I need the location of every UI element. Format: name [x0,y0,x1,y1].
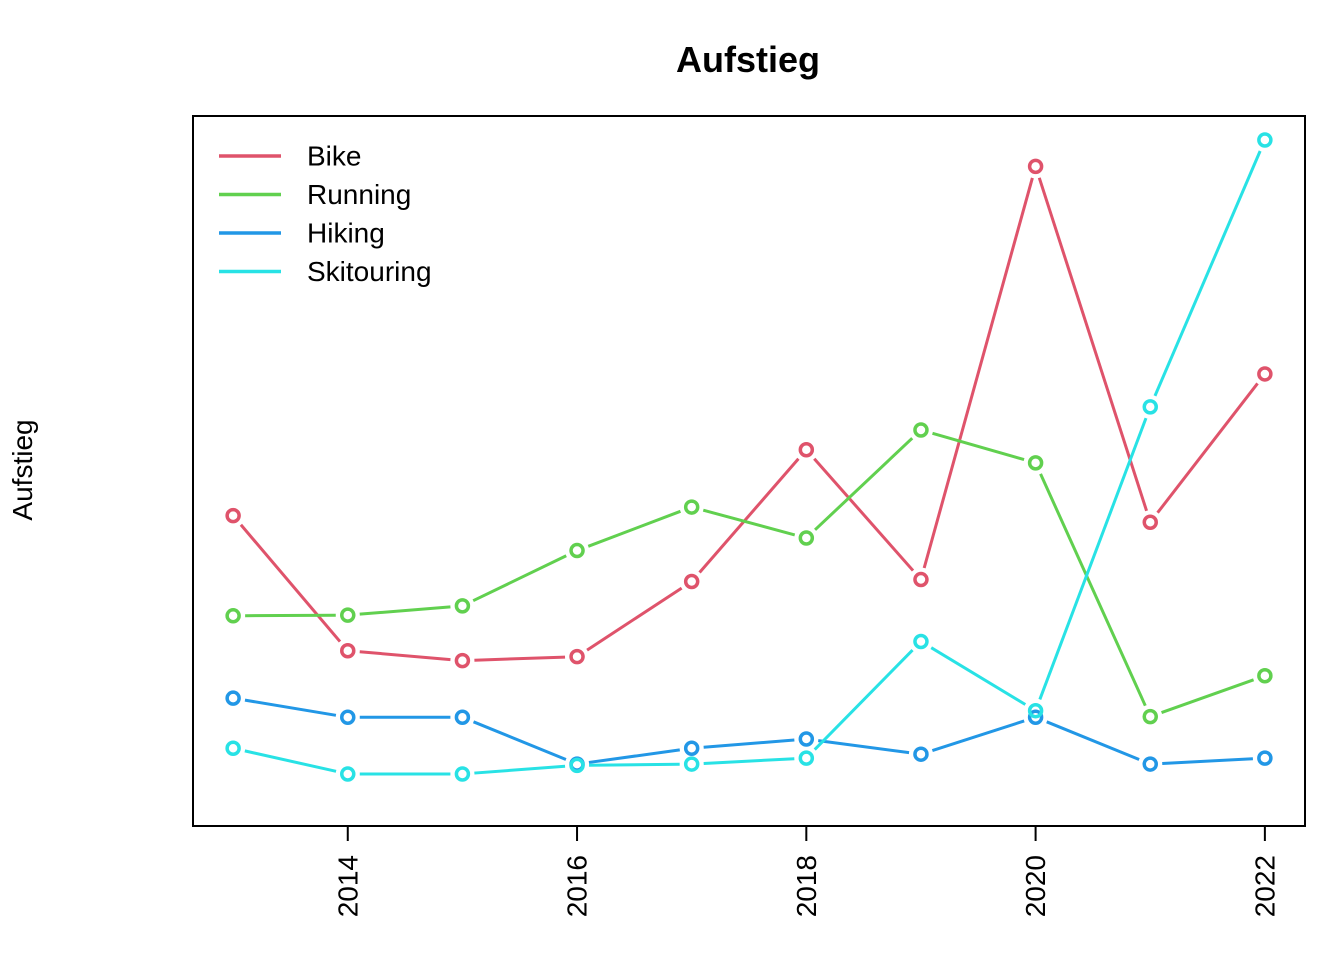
series-segment [814,437,914,531]
data-point [1142,756,1158,772]
series-segment [589,762,680,767]
data-point [798,731,815,747]
series-segment [472,720,567,761]
series-segment [1162,757,1253,765]
data-point [340,709,356,726]
series-segment [932,431,1025,462]
data-point [1142,514,1158,530]
series-segment [922,177,1034,569]
data-point [1027,455,1044,471]
data-point [225,608,241,624]
series-segment [930,646,1027,706]
data-point [1257,132,1273,148]
chart-title: Aufstieg [676,39,820,80]
series-bike [225,158,1273,669]
data-point [913,633,929,650]
data-point [683,756,700,772]
data-point [798,530,815,546]
series-segment [818,739,910,755]
series-segment [931,719,1025,752]
data-point [225,690,241,706]
data-point [1257,668,1273,684]
series-segment [245,613,336,618]
series-segment [472,554,567,603]
data-point [454,766,471,782]
series-segment [474,764,566,775]
x-tick-label: 2022 [1249,855,1280,917]
data-point [340,642,356,659]
series-segment [359,650,451,662]
series-segment [587,509,681,548]
x-tick-label: 2016 [562,855,593,917]
data-point [913,571,929,588]
series-segment [698,457,800,574]
legend-label: Bike [307,141,361,172]
data-point [225,507,241,524]
series-segment [1046,720,1140,761]
series-segment [1039,473,1147,707]
series-running [225,422,1273,725]
series-segment [244,749,337,773]
plot-area-frame [192,115,1306,827]
data-point [1257,366,1273,382]
x-axis: 2014 2016 2018 2020 2022 [332,826,1280,917]
data-point [798,441,815,458]
series-segment [813,649,914,751]
series-segment [813,457,915,572]
data-point [1027,702,1044,719]
series-layer [225,132,1273,782]
x-tick-label: 2018 [791,855,822,917]
series-segment [703,738,795,749]
data-point [454,598,471,614]
legend-label: Running [307,179,411,210]
legend-label: Skitouring [307,256,432,287]
series-segment [1161,678,1255,715]
series-segment [239,523,342,643]
series-segment [703,757,795,765]
data-point [569,757,585,774]
series-segment [702,508,796,537]
data-point [569,542,585,559]
series-segment [1038,417,1148,700]
x-tick-label: 2014 [332,855,363,917]
data-point [569,648,585,665]
series-skitouring [225,132,1273,782]
legend: Bike Running Hiking Skitouring [219,141,432,287]
data-point [1027,158,1044,175]
series-segment [586,586,683,652]
series-segment [588,748,680,764]
series-segment [1153,150,1262,397]
data-point [1027,709,1044,726]
data-point [1257,750,1273,766]
data-point [340,766,356,782]
data-point [798,750,815,766]
data-point [913,422,929,438]
data-point [913,746,929,762]
x-tick-label: 2020 [1020,855,1051,917]
data-point [454,709,471,726]
series-segment [359,605,451,616]
data-point [683,573,700,590]
data-point [225,740,241,757]
data-point [683,499,700,515]
series-segment [244,698,337,717]
data-point [454,652,471,669]
data-point [1142,708,1158,725]
data-point [340,607,356,623]
series-hiking [225,690,1273,772]
data-point [683,740,700,757]
series-segment [1037,177,1148,512]
data-point [1142,399,1158,415]
legend-label: Hiking [307,218,385,249]
series-segment [1156,382,1259,514]
y-axis-label: Aufstieg [7,419,38,520]
series-segment [474,655,566,662]
